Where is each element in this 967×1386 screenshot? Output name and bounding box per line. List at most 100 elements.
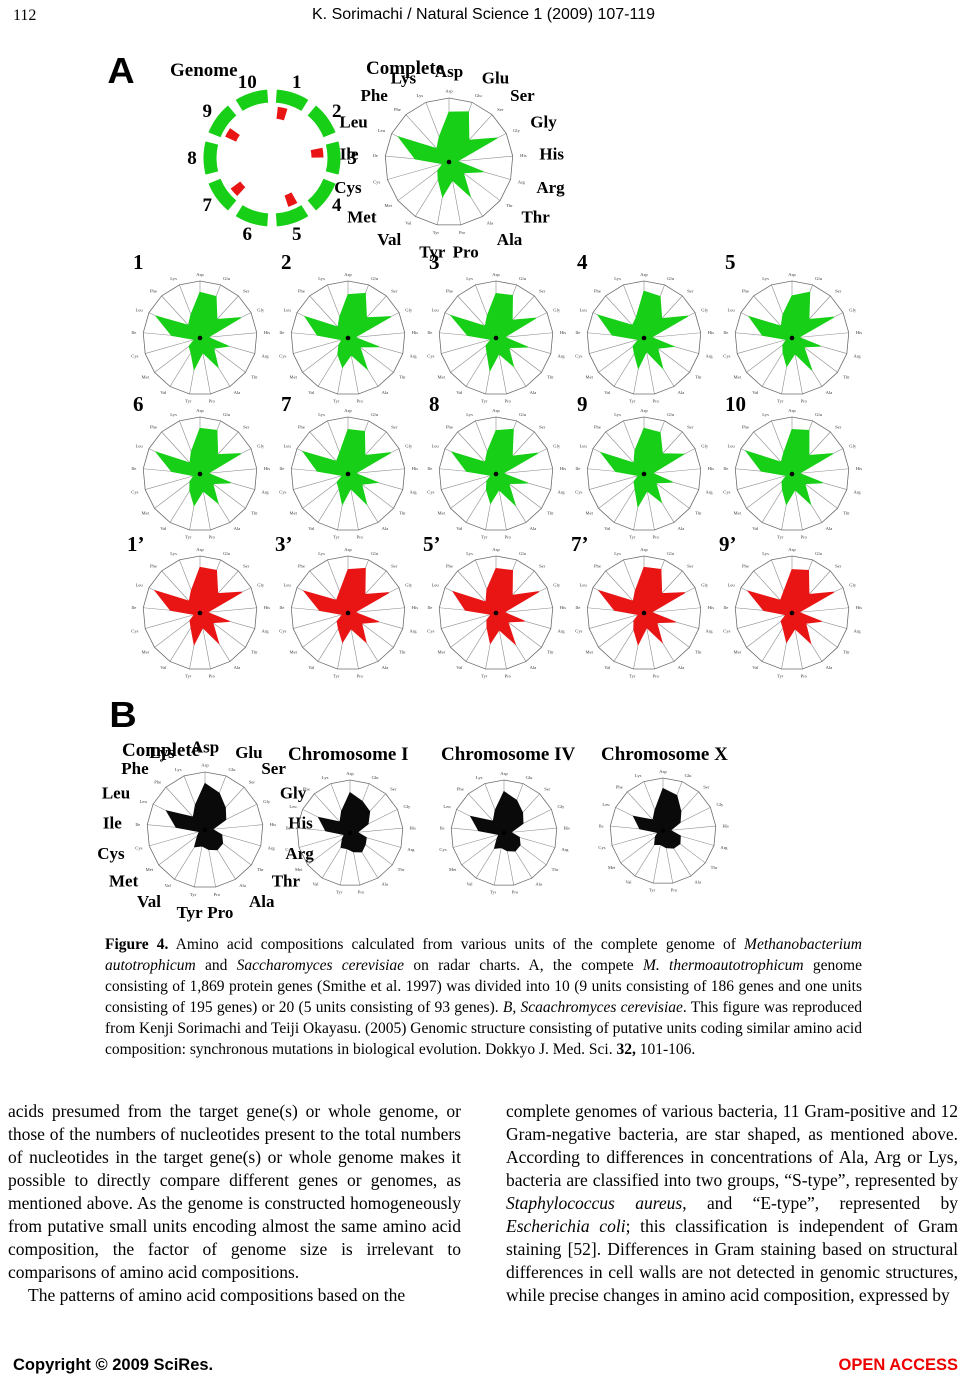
svg-text:Val: Val [752,390,759,395]
svg-text:His: His [708,466,715,471]
svg-text:Ser: Ser [687,564,694,569]
svg-text:Thr: Thr [521,208,550,227]
svg-text:Ser: Ser [835,289,842,294]
svg-text:Lys: Lys [762,551,769,556]
svg-text:His: His [264,605,271,610]
radar-chart-unit-8: Asp Glu Ser Gly His Arg Thr Ala Pro Tyr Val Met Cys I… [424,402,568,546]
svg-text:Met: Met [734,510,742,515]
svg-text:3: 3 [347,148,357,169]
svg-text:Gly: Gly [701,582,709,587]
svg-text:Ser: Ser [243,289,250,294]
svg-text:Ala: Ala [535,882,542,887]
svg-text:His: His [539,145,564,164]
svg-text:Gly: Gly [405,582,413,587]
svg-text:Arg: Arg [558,489,566,494]
radar-chart-unit-7: Asp Glu Ser Gly His Arg Thr Ala Pro Tyr Val Met Cys I… [276,402,420,546]
svg-text:His: His [722,823,729,828]
svg-text:Ile: Ile [575,330,580,335]
svg-text:Cys: Cys [279,628,286,633]
svg-text:Tyr: Tyr [336,889,343,894]
svg-text:Val: Val [308,665,315,670]
svg-text:Thr: Thr [399,510,406,515]
svg-text:Tyr: Tyr [629,535,636,540]
svg-text:His: His [708,605,715,610]
svg-text:Cys: Cys [279,489,286,494]
svg-text:Ile: Ile [340,145,359,164]
svg-text:Val: Val [160,390,167,395]
svg-text:Tyr: Tyr [777,399,784,404]
svg-text:Cys: Cys [427,628,434,633]
svg-text:Glu: Glu [519,412,527,417]
svg-text:Lys: Lys [318,412,325,417]
svg-text:Gly: Gly [405,307,413,312]
svg-text:Gly: Gly [257,443,265,448]
svg-text:Phe: Phe [150,289,157,294]
svg-text:Tyr: Tyr [777,535,784,540]
svg-text:Lys: Lys [322,775,329,780]
svg-text:Thr: Thr [547,510,554,515]
svg-text:Val: Val [405,221,412,226]
svg-text:Met: Met [586,649,594,654]
svg-text:Phe: Phe [742,425,749,430]
body-column-right: complete genomes of various bacteria, 11… [506,1100,958,1307]
svg-text:Gly: Gly [257,582,265,587]
svg-text:Val: Val [604,526,611,531]
body-paragraph: complete genomes of various bacteria, 11… [506,1101,958,1305]
svg-text:Glu: Glu [526,775,534,780]
svg-text:Ser: Ser [835,425,842,430]
svg-text:His: His [560,466,567,471]
svg-text:Met: Met [438,510,446,515]
svg-text:Thr: Thr [695,510,702,515]
svg-text:Phe: Phe [360,86,388,105]
svg-text:Thr: Thr [711,865,718,870]
svg-text:Val: Val [625,880,632,885]
svg-text:Val: Val [456,665,463,670]
svg-text:Arg: Arg [854,628,862,633]
svg-text:His: His [412,605,419,610]
svg-text:Phe: Phe [394,107,401,112]
panel-a-label: A [107,50,134,91]
svg-text:Ser: Ser [703,785,710,790]
radar-chart-unit-2: Asp Glu Ser Gly His Arg Thr Ala Pro Tyr Val Met Cys I… [276,266,420,410]
svg-text:1: 1 [292,72,302,93]
svg-text:Met: Met [290,510,298,515]
svg-text:Ile: Ile [575,605,580,610]
svg-text:Asp: Asp [659,769,667,774]
svg-text:Ala: Ala [826,526,833,531]
svg-text:9: 9 [203,101,213,122]
svg-text:Arg: Arg [854,489,862,494]
svg-text:His: His [264,330,271,335]
svg-text:Pro: Pro [505,674,512,679]
svg-text:Gly: Gly [701,443,709,448]
svg-text:Arg: Arg [854,353,862,358]
svg-text:Val: Val [308,390,315,395]
svg-text:Lys: Lys [170,276,177,281]
panel-b-label: B [109,694,136,735]
svg-text:Leu: Leu [136,582,144,587]
svg-text:Ile: Ile [131,330,136,335]
svg-text:Leu: Leu [432,582,440,587]
svg-text:Lys: Lys [175,767,182,772]
svg-text:Lys: Lys [170,551,177,556]
svg-text:Phe: Phe [457,787,464,792]
svg-text:Arg: Arg [285,844,314,863]
svg-text:Met: Met [295,867,303,872]
svg-text:Asp: Asp [196,408,204,413]
svg-text:Asp: Asp [435,62,463,81]
svg-text:Glu: Glu [223,551,231,556]
half-unit-chart-label: 9’ [719,532,737,556]
svg-text:Cys: Cys [598,845,605,850]
svg-text:Lys: Lys [318,276,325,281]
svg-text:Tyr: Tyr [649,887,656,892]
svg-text:Leu: Leu [284,582,292,587]
svg-text:Pro: Pro [358,889,365,894]
svg-text:Ser: Ser [261,759,286,778]
svg-text:Pro: Pro [357,674,364,679]
svg-text:Phe: Phe [742,289,749,294]
svg-text:Thr: Thr [398,867,405,872]
svg-text:Pro: Pro [671,887,678,892]
radar-chart-unit-9: Asp Glu Ser Gly His Arg Thr Ala Pro Tyr Val Met Cys I… [572,402,716,546]
svg-text:Ser: Ser [539,425,546,430]
svg-text:Thr: Thr [251,374,258,379]
svg-text:Pro: Pro [653,535,660,540]
